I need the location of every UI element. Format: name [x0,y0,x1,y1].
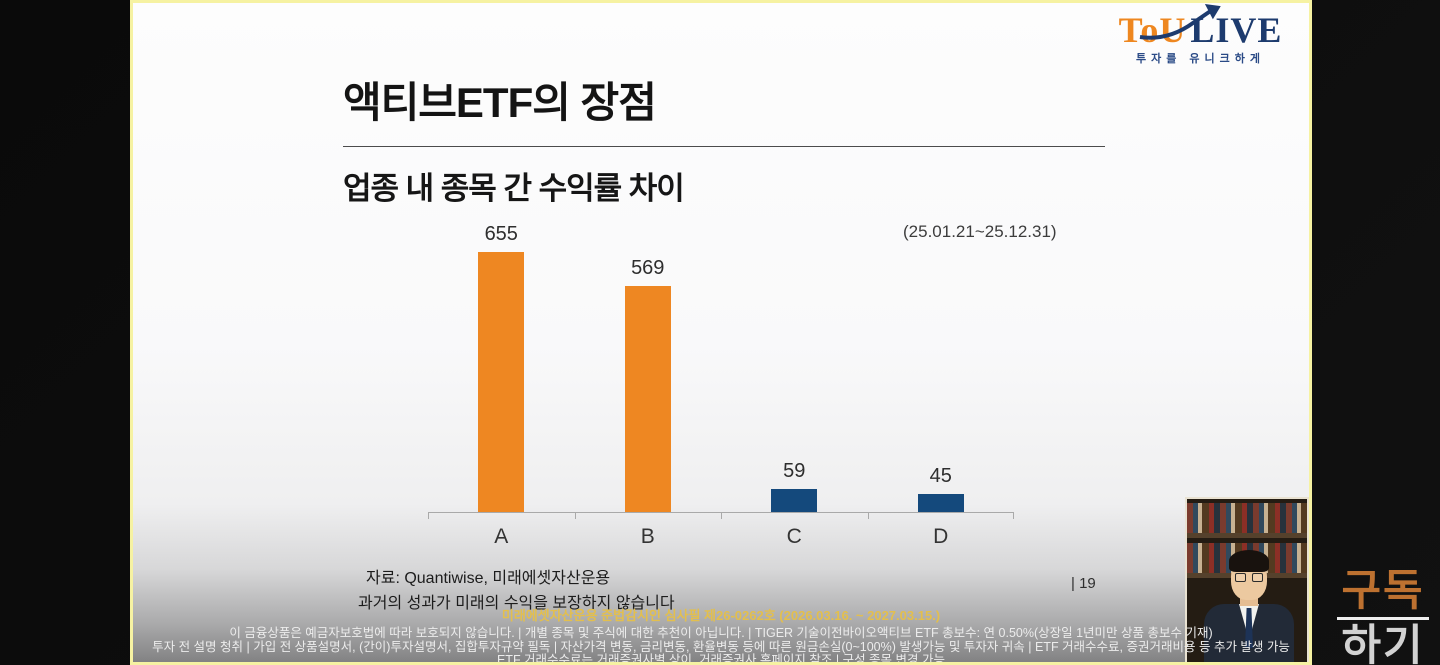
bar-value-label-D: 45 [929,465,952,487]
bar-value-label-B: 569 [631,257,665,279]
performance-disclaimer: 과거의 성과가 미래의 수익을 보장하지 않습니다 [358,595,675,612]
x-axis-tick [574,513,576,519]
bar-B [624,286,671,512]
subscribe-text-top: 구독 [1341,567,1425,615]
category-label-D: D [933,525,949,548]
logo-tagline: 투자를 유니크하게 [1135,53,1265,65]
bar-D [917,494,964,512]
category-label-C: C [786,525,802,548]
logo-live-text: LIVE [1190,10,1283,50]
bar-value-label-C: 59 [783,460,806,482]
presenter-figure [1187,499,1307,662]
bar-chart: 655 A 569 B 59 C 45 D [428,223,1014,548]
disclaimer-line-3: ETF 거래수수료는 거래증권사별 상이. 거래증권사 홈페이지 참조 | 구성… [496,653,946,665]
toulive-logo: ToU LIVE 투자를 유니크하게 [1108,3,1293,66]
page-number: | 19 [1071,575,1096,592]
x-axis-tick [721,513,722,519]
x-axis-tick [1013,513,1014,519]
bookshelf-books [1187,503,1307,533]
source-note: 자료: Quantiwise, 미래에셋자산운용 [366,570,611,587]
slide-title: 액티브ETF의 장점 [343,79,657,126]
x-axis-tick [428,513,429,519]
logo-tou-text: ToU [1118,10,1187,50]
bar-A [478,252,525,512]
presenter-hair [1229,550,1269,572]
disclaimer-line-1: 이 금융상품은 예금자보호법에 따라 보호되지 않습니다. | 개별 종목 및 … [229,626,1213,640]
x-axis-line [428,512,1014,513]
chart-title: 업종 내 종목 간 수익률 차이 [343,171,685,206]
subscribe-label: 구독 하기 [1331,568,1435,665]
slide-frame: ToU LIVE 투자를 유니크하게 액티브ETF의 장점 업종 내 종목 간 수… [130,0,1312,665]
x-axis-tick [867,513,869,519]
category-label-A: A [494,525,509,548]
title-divider [343,146,1105,147]
subscribe-text-bottom: 하기 [1341,622,1425,665]
presenter-webcam [1185,497,1309,662]
compliance-note: 미래에셋자산운용 준법감시인 심사필 제26-0262호 (2026.03.16… [501,608,941,623]
chart-period-annotation: (25.01.21~25.12.31) [903,222,1057,241]
bar-C [771,489,818,512]
bar-value-label-A: 655 [484,223,518,245]
logo-wordmark: ToU LIVE [1108,3,1293,50]
subscribe-divider [1337,617,1429,620]
glasses-icon [1235,573,1263,582]
category-label-B: B [640,525,655,548]
presenter-tie [1245,608,1253,648]
disclaimer-line-2: 투자 전 설명 청취 | 가입 전 상품설명서, (간이)투자설명서, 집합투자… [152,639,1290,654]
bookshelf-board [1187,533,1307,538]
